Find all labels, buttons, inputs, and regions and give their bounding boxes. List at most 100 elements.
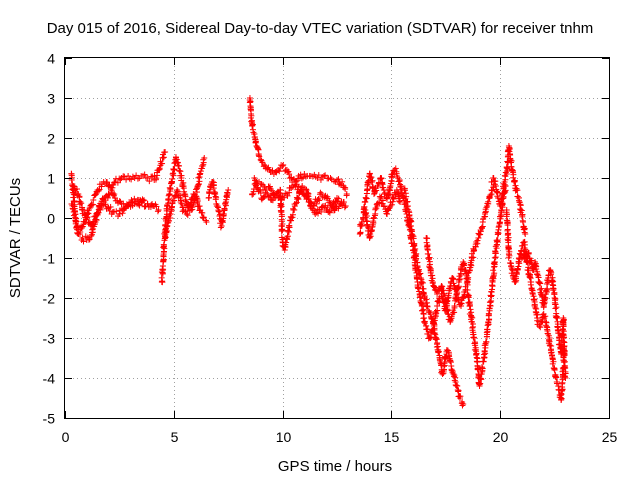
data-point (453, 382, 460, 389)
x-tick-label: 15 (384, 429, 400, 445)
data-point (482, 208, 489, 215)
data-point (518, 247, 525, 254)
data-point (199, 163, 206, 170)
data-point (268, 187, 275, 194)
data-point (79, 235, 86, 241)
data-point (479, 365, 486, 372)
data-point (153, 203, 160, 210)
data-point (464, 279, 471, 285)
y-tick-labels: 4 3 2 1 0 -1 -2 -3 -4 -5 (43, 51, 56, 427)
data-point (154, 208, 161, 215)
data-point (554, 379, 561, 386)
data-point (450, 371, 457, 377)
data-point (141, 171, 148, 178)
data-point (378, 193, 385, 200)
data-point (285, 168, 292, 175)
data-point (169, 198, 176, 205)
data-point (431, 330, 438, 337)
data-point (92, 191, 99, 198)
data-point (485, 319, 492, 326)
data-point (73, 218, 80, 225)
data-point (412, 252, 419, 259)
y-tick-label: -1 (43, 251, 56, 267)
data-point (302, 186, 309, 193)
data-point (214, 203, 221, 210)
data-point (478, 224, 485, 231)
data-point (511, 179, 518, 185)
data-point (302, 173, 309, 180)
data-point (167, 211, 174, 217)
data-point (514, 187, 521, 194)
x-tick-label: 5 (171, 429, 179, 445)
data-point (194, 197, 201, 204)
data-point (553, 313, 560, 320)
data-point (470, 254, 477, 261)
data-point (492, 250, 499, 257)
data-point (281, 247, 288, 253)
data-point (498, 208, 505, 215)
data-point (380, 184, 387, 191)
data-point (79, 223, 86, 230)
data-point (553, 374, 560, 381)
data-point (442, 354, 449, 361)
data-point (279, 227, 286, 234)
data-point (434, 291, 441, 297)
data-point (419, 301, 426, 308)
data-point (182, 208, 189, 215)
data-point (434, 303, 441, 309)
data-point (537, 280, 544, 287)
data-point (91, 216, 98, 223)
data-point (381, 203, 388, 210)
data-point (473, 358, 480, 365)
data-point (174, 187, 181, 193)
data-point (496, 220, 503, 227)
y-tick-label: -3 (43, 331, 56, 347)
data-point (562, 375, 569, 381)
data-point (511, 177, 518, 184)
data-point (485, 312, 492, 319)
data-points (68, 95, 569, 409)
data-point (521, 226, 528, 233)
data-point (295, 196, 302, 203)
data-point (426, 255, 433, 262)
data-point (415, 284, 422, 291)
data-point (503, 211, 510, 218)
data-point (146, 178, 153, 185)
data-point (298, 175, 305, 182)
data-point (249, 123, 256, 129)
data-point (276, 168, 283, 175)
data-point (86, 236, 93, 243)
data-point (518, 255, 525, 261)
data-point (286, 171, 293, 178)
data-point (514, 193, 521, 200)
data-point (179, 203, 186, 210)
data-point (546, 338, 553, 345)
data-point (320, 173, 327, 179)
data-point (173, 156, 180, 163)
data-point (380, 187, 387, 193)
data-point (494, 231, 501, 238)
data-point (294, 195, 301, 201)
axis-ticks (65, 58, 610, 419)
data-point (335, 176, 342, 183)
data-point (68, 174, 75, 181)
data-point (561, 373, 568, 380)
data-point (414, 267, 421, 274)
data-point (91, 213, 98, 220)
data-point (289, 211, 296, 218)
data-point (200, 214, 207, 221)
data-point (388, 201, 395, 208)
data-point (472, 340, 479, 347)
data-point (249, 121, 256, 128)
data-point (555, 383, 562, 390)
data-point (341, 204, 348, 211)
data-point (194, 199, 201, 206)
data-point (537, 324, 544, 331)
data-point (457, 393, 464, 400)
data-point (315, 210, 322, 217)
data-point (153, 175, 160, 182)
data-point (328, 206, 335, 213)
data-point (182, 193, 189, 200)
data-point (262, 189, 269, 196)
data-point (317, 176, 324, 183)
